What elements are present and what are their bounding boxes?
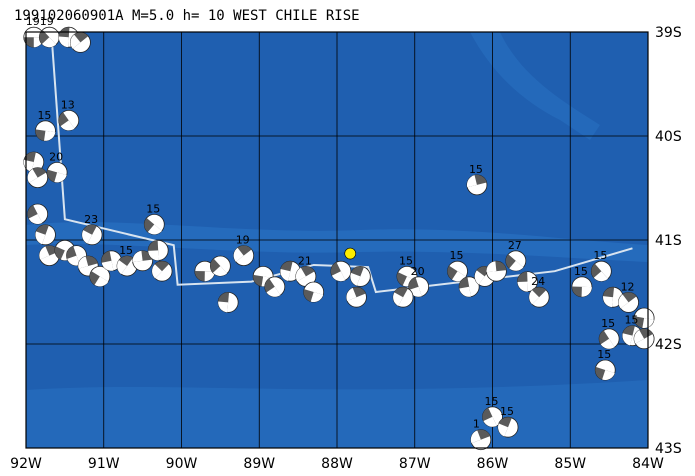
- focal-mechanism-beachball[interactable]: [23, 151, 45, 173]
- focal-mechanism-beachball[interactable]: [35, 120, 56, 142]
- focal-mechanism-beachball[interactable]: [147, 239, 169, 261]
- focal-mechanism-beachball[interactable]: [101, 250, 122, 272]
- depth-label: 15: [500, 405, 514, 418]
- depth-label: 15: [37, 109, 51, 122]
- focal-mechanism-beachball[interactable]: [482, 406, 503, 428]
- focal-mechanism-beachball[interactable]: [458, 276, 480, 298]
- focal-mechanism-beachball[interactable]: [466, 174, 488, 196]
- map-title: 199102060901A M=5.0 h= 10 WEST CHILE RIS…: [14, 8, 360, 24]
- focal-mechanism-beachball[interactable]: [217, 291, 239, 313]
- depth-label: 20: [411, 265, 425, 278]
- depth-label: 24: [531, 275, 545, 288]
- latitude-axis: 39S 40S 41S 42S 43S: [655, 25, 682, 457]
- longitude-axis: 92W 91W 90W 89W 88W 87W 86W 85W 84W: [10, 456, 664, 472]
- focal-mechanism-beachball[interactable]: [497, 416, 519, 438]
- longitude-tick-label: 89W: [243, 456, 275, 472]
- longitude-tick-label: 88W: [321, 456, 353, 472]
- depth-label: 15: [450, 249, 464, 262]
- longitude-tick-label: 84W: [632, 456, 664, 472]
- depth-label: 15: [574, 265, 588, 278]
- focal-mechanism-beachball[interactable]: [151, 260, 173, 282]
- depth-label: 13: [61, 98, 75, 111]
- depth-label: 15: [146, 202, 160, 215]
- focal-mechanism-beachball[interactable]: [116, 255, 138, 277]
- focal-mechanism-beachball[interactable]: [602, 286, 624, 308]
- focal-mechanism-beachball[interactable]: [27, 203, 49, 225]
- longitude-tick-label: 86W: [477, 456, 509, 472]
- focal-mechanism-beachball[interactable]: [194, 260, 216, 282]
- focal-mechanism-beachball[interactable]: [35, 224, 56, 246]
- depth-label: 15: [485, 395, 499, 408]
- depth-label: 21: [298, 254, 312, 267]
- depth-label: 15: [601, 317, 615, 330]
- focal-mechanism-beachball[interactable]: [66, 245, 87, 267]
- focal-mechanism-beachball[interactable]: [264, 276, 286, 298]
- focal-mechanism-beachball[interactable]: [598, 328, 620, 350]
- graticule: [26, 32, 648, 448]
- focal-mechanism-beachball[interactable]: [70, 32, 91, 53]
- latitude-tick-label: 40S: [655, 129, 682, 145]
- longitude-tick-label: 85W: [554, 456, 586, 472]
- depth-label: 15: [624, 314, 638, 327]
- depth-label: 23: [84, 213, 98, 226]
- focal-mechanism-beachball[interactable]: [143, 213, 165, 235]
- depth-label: 15: [469, 163, 483, 176]
- focal-mechanism-beachball[interactable]: [346, 286, 367, 308]
- latitude-tick-label: 42S: [655, 337, 682, 353]
- focal-mechanism-beachball[interactable]: [505, 250, 527, 272]
- focal-mechanism-beachball[interactable]: [58, 110, 80, 131]
- latitude-tick-label: 43S: [655, 441, 682, 457]
- focal-mechanism-beachball[interactable]: [392, 286, 414, 308]
- focal-mechanism-beachball[interactable]: [349, 265, 371, 287]
- latitude-tick-label: 41S: [655, 233, 682, 249]
- longitude-tick-label: 90W: [166, 456, 198, 472]
- focal-mechanism-beachball[interactable]: [81, 224, 103, 246]
- longitude-tick-label: 87W: [399, 456, 431, 472]
- focal-mechanism-beachball[interactable]: [633, 307, 655, 329]
- focal-mechanism-beachball[interactable]: [594, 359, 616, 381]
- focal-mechanism-beachball[interactable]: [279, 260, 301, 282]
- focal-mechanism-beachball[interactable]: [590, 260, 612, 282]
- fracture-zone: [470, 32, 600, 140]
- focal-mechanism-beachball[interactable]: [38, 26, 60, 48]
- depth-label: 15: [119, 244, 133, 257]
- depth-label: 1: [473, 418, 480, 431]
- focal-mechanism-beachball[interactable]: [633, 328, 655, 350]
- focal-mechanism-beachball[interactable]: [233, 245, 255, 267]
- depth-label: 15: [399, 254, 413, 267]
- focal-mechanism-beachball[interactable]: [485, 260, 507, 282]
- latitude-tick-label: 39S: [655, 25, 682, 41]
- focal-mechanism-beachball[interactable]: [517, 271, 538, 293]
- depth-label: 27: [508, 239, 522, 252]
- focal-mechanism-beachball[interactable]: [618, 291, 639, 313]
- depth-label: 1919: [26, 15, 54, 28]
- selected-event-marker[interactable]: [344, 247, 357, 260]
- depth-label: 20: [49, 150, 63, 163]
- focal-mechanism-beachball[interactable]: [132, 250, 154, 272]
- depth-label: 19: [236, 234, 250, 247]
- focal-mechanism-beachball[interactable]: [528, 286, 550, 308]
- depth-label: 12: [621, 280, 635, 293]
- focal-mechanism-beachball[interactable]: [303, 281, 325, 303]
- focal-mechanism-beachball[interactable]: [27, 167, 49, 189]
- longitude-tick-label: 92W: [10, 456, 42, 472]
- focal-mechanism-beachball[interactable]: [447, 260, 468, 282]
- focal-mechanism-beachball[interactable]: [89, 265, 111, 287]
- focal-mechanism-beachball[interactable]: [209, 255, 231, 277]
- depth-label: 15: [597, 348, 611, 361]
- depth-label: 15: [593, 249, 607, 262]
- focal-mechanism-beachball[interactable]: [330, 260, 352, 282]
- focal-mechanism-beachball[interactable]: [470, 429, 492, 451]
- focal-mechanism-beachball[interactable]: [46, 161, 68, 183]
- longitude-tick-label: 91W: [88, 456, 120, 472]
- focal-mechanism-beachball[interactable]: [38, 245, 60, 267]
- focal-mechanism-beachball[interactable]: [571, 276, 593, 298]
- focal-mechanism-beachball[interactable]: [295, 265, 317, 287]
- map-border: [25, 31, 649, 449]
